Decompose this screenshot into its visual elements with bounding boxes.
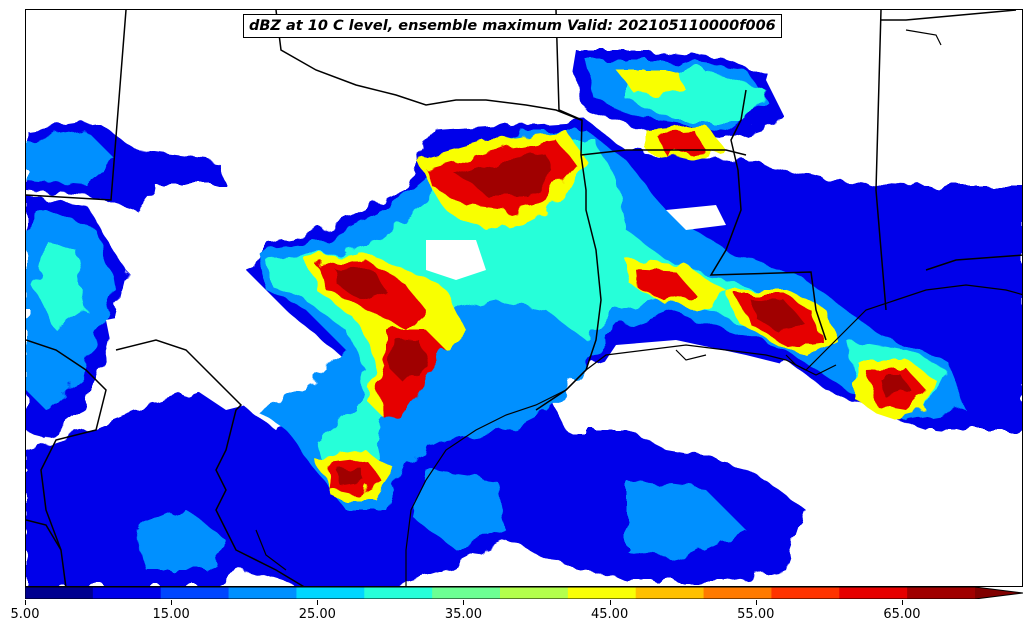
colorbar-segment — [567, 587, 637, 599]
coastline — [255, 29, 1022, 586]
colorbar-segment — [25, 587, 94, 599]
colorbar-outline — [25, 587, 1023, 599]
colorbar-segment — [228, 587, 297, 599]
colorbar-tick-mark — [317, 600, 319, 605]
map-title: dBZ at 10 C level, ensemble maximum Vali… — [243, 14, 782, 38]
colorbar-tick-label: 35.00 — [444, 607, 483, 622]
colorbar-segment — [160, 587, 230, 599]
colorbar-tick-label: 55.00 — [737, 607, 775, 622]
colorbar-segment — [364, 587, 433, 599]
radar-map — [25, 9, 1023, 587]
colorbar-segment — [635, 587, 705, 599]
colorbar-tick-label: 25.00 — [298, 607, 336, 622]
reflectivity-field — [26, 50, 1022, 586]
colorbar-tick-label: 15.00 — [152, 607, 190, 622]
reflectivity-layer-70 — [336, 155, 911, 486]
colorbar-segment — [839, 587, 908, 599]
colorbar-tick-label: 65.00 — [883, 607, 921, 622]
colorbar-segment — [92, 587, 162, 599]
colorbar-segment — [907, 587, 976, 599]
colorbar-ticks: 5.00 15.00 25.00 35.00 45.00 55.00 65.00 — [0, 600, 1033, 630]
colorbar-segment — [500, 587, 569, 599]
colorbar-tick-mark — [755, 600, 757, 605]
colorbar-tick-label: 5.00 — [10, 607, 40, 622]
colorbar-segment — [296, 587, 365, 599]
colorbar-segment — [432, 587, 501, 599]
colorbar-tick-mark — [25, 600, 26, 605]
colorbar-tick-label: 45.00 — [591, 607, 629, 622]
colorbar-extend-arrow — [975, 587, 1023, 599]
colorbar-segment — [771, 587, 840, 599]
colorbar-segment — [703, 587, 772, 599]
colorbar — [25, 587, 1023, 599]
map-svg — [26, 10, 1022, 586]
colorbar-tick-mark — [171, 600, 173, 605]
colorbar-tick-mark — [463, 600, 465, 605]
colorbar-tick-mark — [901, 600, 903, 605]
colorbar-tick-mark — [609, 600, 611, 605]
